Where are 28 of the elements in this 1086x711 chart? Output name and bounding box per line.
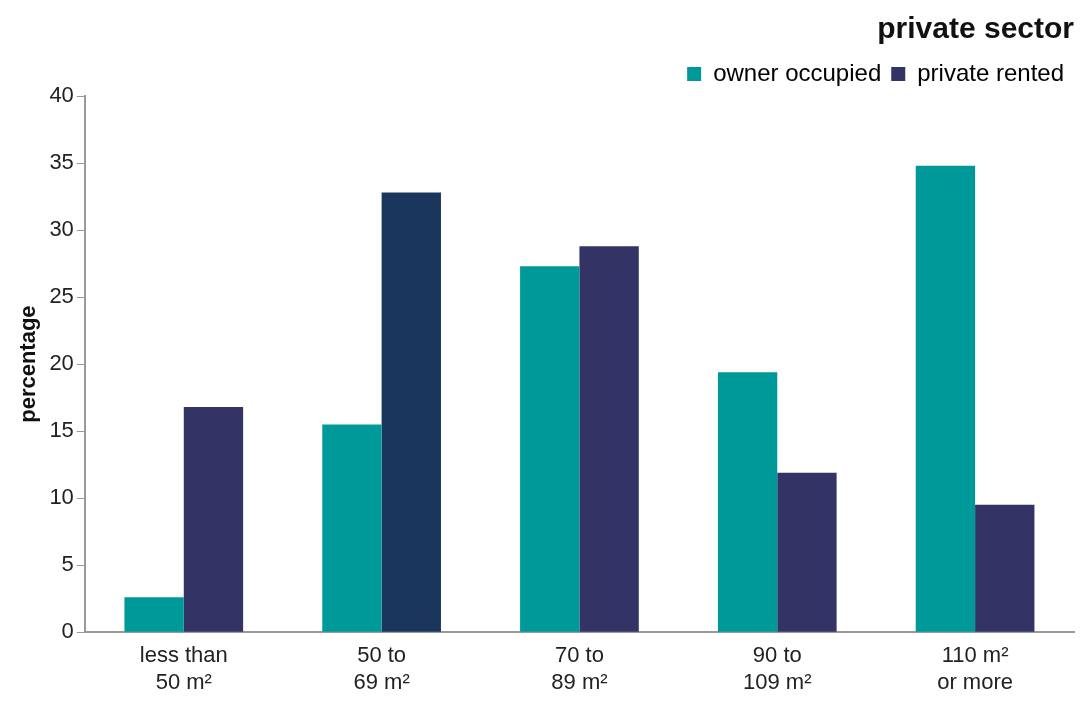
y-tick-label: 40 <box>49 82 74 108</box>
bar <box>915 165 976 632</box>
bar <box>183 407 244 632</box>
y-tick-label: 20 <box>49 350 74 376</box>
bar <box>717 372 778 632</box>
bar <box>520 266 580 632</box>
y-tick-label: 10 <box>49 484 74 510</box>
bar <box>777 472 837 632</box>
x-tick-label: less than 50 m² <box>139 642 228 694</box>
bar <box>381 192 441 632</box>
x-tick-label: 50 to 69 m² <box>353 642 410 694</box>
y-tick-label: 25 <box>49 283 74 309</box>
bar <box>124 597 184 632</box>
legend-label: private rented <box>917 58 1065 86</box>
legend-label: owner occupied <box>713 58 882 86</box>
y-tick-label: 30 <box>49 216 74 242</box>
y-tick-label: 35 <box>49 149 74 175</box>
x-tick-label: 70 to 89 m² <box>551 642 608 694</box>
x-tick-label: 90 to 109 m² <box>743 642 812 694</box>
y-tick-label: 15 <box>49 417 74 443</box>
y-axis-title: percentage <box>15 305 41 423</box>
bar <box>579 246 639 632</box>
y-tick-label: 5 <box>61 551 74 577</box>
bar <box>322 424 382 632</box>
y-tick-label: 0 <box>61 618 74 644</box>
bar <box>975 504 1035 632</box>
x-tick-label: 110 m² or more <box>937 642 1013 694</box>
chart-title: private sector <box>877 11 1075 45</box>
